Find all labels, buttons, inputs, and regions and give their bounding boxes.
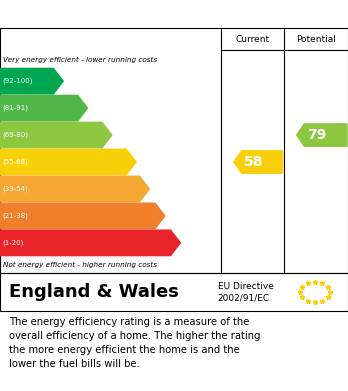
Text: (55-68): (55-68) <box>2 159 28 165</box>
FancyArrow shape <box>234 151 283 173</box>
Text: (21-38): (21-38) <box>2 213 28 219</box>
Text: Potential: Potential <box>296 34 336 43</box>
Text: A: A <box>63 75 73 88</box>
Text: G: G <box>180 237 190 249</box>
Text: (39-54): (39-54) <box>2 186 28 192</box>
Text: The energy efficiency rating is a measure of the
overall efficiency of a home. T: The energy efficiency rating is a measur… <box>9 317 260 369</box>
Text: D: D <box>136 156 146 169</box>
Text: 58: 58 <box>244 155 263 169</box>
Text: (1-20): (1-20) <box>2 240 24 246</box>
Text: EU Directive
2002/91/EC: EU Directive 2002/91/EC <box>218 282 274 302</box>
Text: Not energy efficient - higher running costs: Not energy efficient - higher running co… <box>3 262 158 268</box>
Text: Current: Current <box>235 34 269 43</box>
Text: B: B <box>88 102 97 115</box>
Text: (69-80): (69-80) <box>2 132 29 138</box>
FancyArrow shape <box>0 95 87 121</box>
Text: England & Wales: England & Wales <box>9 283 179 301</box>
Text: (92-100): (92-100) <box>2 78 33 84</box>
Text: F: F <box>165 210 174 222</box>
FancyArrow shape <box>0 203 165 229</box>
Text: 79: 79 <box>308 128 327 142</box>
FancyArrow shape <box>0 122 112 148</box>
Text: E: E <box>150 183 158 196</box>
FancyArrow shape <box>0 230 180 256</box>
Text: C: C <box>112 129 121 142</box>
FancyArrow shape <box>0 149 136 175</box>
Text: Very energy efficient - lower running costs: Very energy efficient - lower running co… <box>3 57 158 63</box>
Text: Energy Efficiency Rating: Energy Efficiency Rating <box>10 7 220 22</box>
FancyArrow shape <box>0 68 63 94</box>
FancyArrow shape <box>0 176 149 202</box>
Text: (81-91): (81-91) <box>2 105 29 111</box>
FancyArrow shape <box>296 124 347 146</box>
